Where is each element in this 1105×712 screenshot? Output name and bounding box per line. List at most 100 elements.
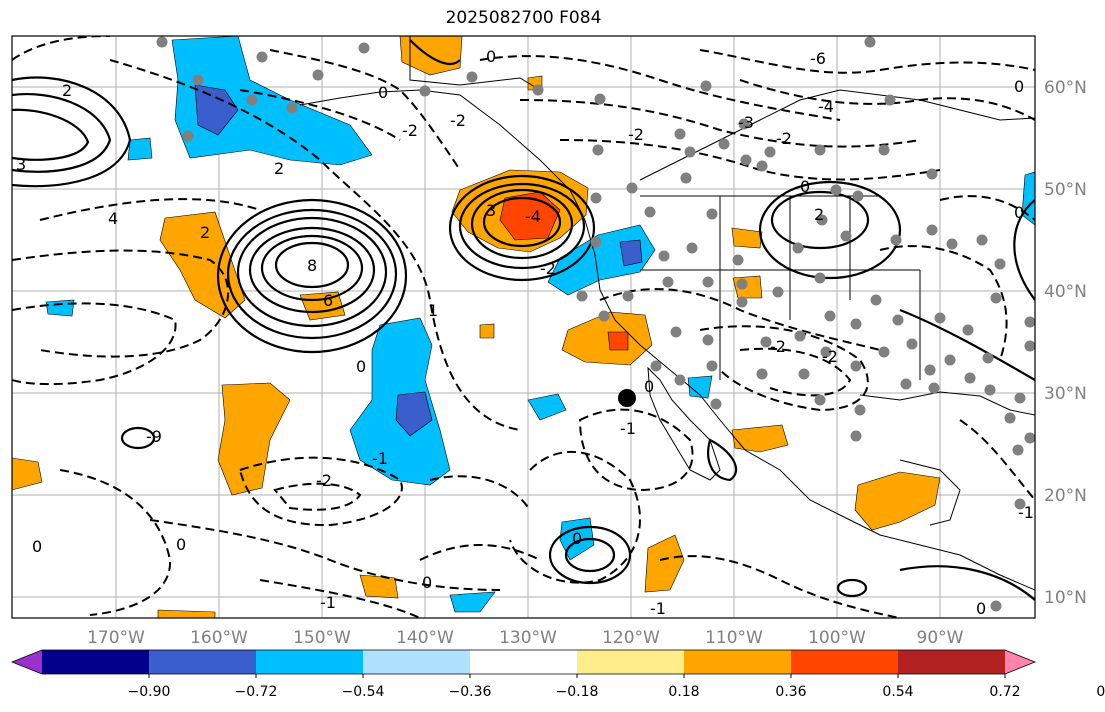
colorbar-extend-high — [1005, 650, 1035, 674]
svg-text:2: 2 — [200, 223, 210, 242]
svg-text:-1: -1 — [620, 419, 636, 438]
positive-region-mexico — [731, 424, 789, 453]
colorbar-tick-label: 0.54 — [882, 684, 913, 700]
positive-region-small-8 — [732, 275, 763, 299]
svg-text:-1: -1 — [1018, 503, 1034, 522]
svg-text:-2: -2 — [770, 337, 786, 356]
strong-positive-region-baja — [607, 331, 629, 351]
positive-region-small-6 — [157, 609, 216, 618]
lon-label-150w: 150°W — [293, 628, 351, 648]
svg-text:0: 0 — [356, 357, 366, 376]
lon-label-140w: 140°W — [396, 628, 454, 648]
positive-region-caribbean — [854, 471, 941, 531]
svg-text:0: 0 — [1014, 203, 1024, 222]
colorbar-tick-label: −0.54 — [342, 684, 385, 700]
colorbar-segment — [470, 650, 578, 674]
negative-region-small-6 — [127, 137, 153, 161]
location-marker — [618, 389, 636, 407]
positive-region-small-5 — [479, 323, 495, 339]
svg-text:0: 0 — [800, 177, 810, 196]
svg-text:-2: -2 — [450, 111, 466, 130]
colorbar-tick-label: 0.90 — [1096, 684, 1105, 700]
lat-label-30n: 30°N — [1044, 384, 1087, 404]
svg-text:-4: -4 — [525, 207, 541, 226]
colorbar-tick-label: −0.72 — [235, 684, 278, 700]
svg-text:3: 3 — [486, 201, 496, 220]
lon-label-90w: 90°W — [917, 628, 964, 648]
colorbar-outline — [10, 649, 1037, 675]
negative-region-small-7 — [45, 299, 75, 317]
lat-label-60n: 60°N — [1044, 78, 1087, 98]
strong-negative-region-aleutian — [194, 84, 239, 136]
longitude-labels: 170°W 160°W 150°W 140°W 130°W 120°W 110°… — [87, 628, 964, 648]
positive-region-south-west — [217, 382, 291, 496]
positive-region-baja — [561, 311, 653, 366]
colorbar-segment — [898, 650, 1006, 674]
svg-text:-1: -1 — [650, 599, 666, 618]
svg-text:3: 3 — [16, 155, 26, 174]
svg-text:4: 4 — [108, 209, 118, 228]
svg-text:0: 0 — [176, 535, 186, 554]
coastlines — [299, 36, 1035, 591]
strong-negative-region-california — [619, 239, 643, 267]
svg-text:0: 0 — [644, 377, 654, 396]
plot-area — [12, 36, 1035, 618]
svg-text:-2: -2 — [316, 471, 332, 490]
negative-region-small-3 — [449, 591, 496, 613]
colorbar-segment — [149, 650, 257, 674]
colorbar-segment — [363, 650, 471, 674]
negative-contours — [12, 36, 1035, 618]
positive-contours — [12, 39, 1035, 601]
svg-text:-6: -6 — [810, 49, 826, 68]
svg-text:-2: -2 — [402, 121, 418, 140]
lon-label-130w: 130°W — [499, 628, 557, 648]
colorbar-tick-label: −0.36 — [449, 684, 492, 700]
contour-labels: 8 6 -4 3 -2 -6 -4 -3 -2 -2 -2 -2 2 0 2 0… — [16, 47, 1034, 618]
lat-label-20n: 20°N — [1044, 486, 1087, 506]
svg-text:-1: -1 — [320, 593, 336, 612]
colorbar-tick-label: 0.72 — [989, 684, 1020, 700]
colorbar: −0.90 −0.72 −0.54 −0.36 −0.18 0.18 0.36 0.54 0.7… — [10, 649, 1105, 700]
lon-label-120w: 120°W — [602, 628, 660, 648]
positive-region-pacific-south — [644, 534, 685, 593]
colorbar-tick-label: 0.18 — [668, 684, 699, 700]
lat-label-10n: 10°N — [1044, 588, 1087, 608]
svg-text:-4: -4 — [818, 97, 834, 116]
lon-label-160w: 160°W — [190, 628, 248, 648]
colorbar-segment — [684, 650, 792, 674]
colorbar-tick-label: 0.36 — [775, 684, 806, 700]
svg-text:0: 0 — [422, 573, 432, 592]
colorbar-segment — [256, 650, 364, 674]
svg-text:2: 2 — [274, 159, 284, 178]
colorbar-extend-low — [12, 650, 42, 674]
shaded-anomaly-fields — [12, 36, 1035, 618]
colorbar-segment — [42, 650, 150, 674]
svg-text:0: 0 — [486, 47, 496, 66]
svg-text:2: 2 — [62, 81, 72, 100]
plot-frame — [11, 35, 1036, 619]
svg-text:-2: -2 — [822, 347, 838, 366]
svg-text:0: 0 — [32, 537, 42, 556]
svg-text:-2: -2 — [776, 129, 792, 148]
colorbar-tick-label: −0.90 — [128, 684, 171, 700]
svg-text:0: 0 — [976, 599, 986, 618]
svg-text:-2: -2 — [540, 259, 556, 278]
strong-negative-region-central — [395, 391, 433, 437]
svg-text:-9: -9 — [146, 427, 162, 446]
negative-region-small-4 — [687, 375, 713, 399]
svg-text:1: 1 — [428, 301, 438, 320]
lat-label-50n: 50°N — [1044, 180, 1087, 200]
positive-region-small-2 — [359, 574, 399, 599]
svg-text:2: 2 — [814, 205, 824, 224]
lon-label-100w: 100°W — [808, 628, 866, 648]
positive-region-west — [159, 211, 246, 319]
svg-text:-2: -2 — [628, 125, 644, 144]
negative-region-aleutian — [171, 36, 373, 166]
svg-text:-3: -3 — [738, 113, 754, 132]
lon-label-110w: 110°W — [705, 628, 763, 648]
colorbar-segment — [791, 650, 899, 674]
svg-text:6: 6 — [323, 291, 333, 310]
svg-text:0: 0 — [572, 529, 582, 548]
lat-label-40n: 40°N — [1044, 282, 1087, 302]
